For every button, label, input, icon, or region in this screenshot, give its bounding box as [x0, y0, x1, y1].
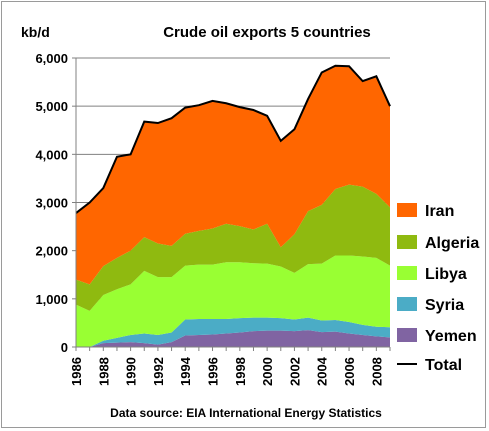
- legend-label-algeria: Algeria: [425, 235, 479, 252]
- legend-label-total: Total: [425, 357, 462, 374]
- legend: Iran Algeria Libya Syria Yemen Total: [397, 203, 479, 374]
- x-tick-label: 1994: [178, 356, 193, 386]
- legend-label-libya: Libya: [425, 266, 467, 283]
- legend-swatch-algeria: [397, 235, 417, 249]
- area-iran: [76, 65, 390, 285]
- area-algeria: [76, 184, 390, 311]
- y-axis-label: kb/d: [21, 24, 50, 40]
- y-tick-label: 6,000: [35, 51, 68, 66]
- area-libya: [76, 255, 390, 347]
- legend-swatch-syria: [397, 297, 417, 311]
- legend-swatch-iran: [397, 203, 417, 217]
- chart-title: Crude oil exports 5 countries: [163, 24, 371, 41]
- axes: [72, 57, 391, 351]
- y-tick-label: 3,000: [35, 196, 68, 211]
- x-tick-label: 1990: [124, 357, 139, 386]
- stacked-areas: [76, 65, 390, 347]
- legend-label-syria: Syria: [425, 297, 464, 314]
- source-note: Data source: EIA International Energy St…: [110, 406, 382, 420]
- y-tick-label: 2,000: [35, 244, 68, 259]
- x-tick-label: 2004: [315, 356, 330, 386]
- legend-swatch-yemen: [397, 328, 417, 342]
- y-tick-label: 1,000: [35, 292, 68, 307]
- legend-swatch-libya: [397, 266, 417, 280]
- y-tick-label: 0: [61, 340, 68, 355]
- total-line-group: [75, 64, 391, 214]
- total-line: [75, 64, 391, 214]
- y-tick-labels: 0 1,000 2,000 3,000 4,000 5,000 6,000: [35, 51, 68, 355]
- legend-label-iran: Iran: [425, 203, 454, 220]
- legend-label-yemen: Yemen: [425, 328, 477, 345]
- x-tick-label: 2006: [342, 357, 357, 386]
- area-syria: [76, 317, 390, 347]
- x-tick-label: 1988: [96, 357, 111, 386]
- x-tick-label: 1996: [206, 357, 221, 386]
- x-tick-label: 2000: [260, 357, 275, 386]
- x-tick-label: 1998: [233, 357, 248, 386]
- y-tick-label: 5,000: [35, 99, 68, 114]
- y-tick-label: 4,000: [35, 147, 68, 162]
- area-yemen: [76, 330, 390, 347]
- x-tick-labels: 1986 1988 1990 1992 1994 1996 1998 2000 2002 2004…: [69, 356, 384, 386]
- x-tick-label: 1986: [69, 357, 84, 386]
- x-tick-label: 1992: [151, 357, 166, 386]
- x-tick-label: 2008: [369, 357, 384, 386]
- x-tick-label: 2002: [287, 357, 302, 386]
